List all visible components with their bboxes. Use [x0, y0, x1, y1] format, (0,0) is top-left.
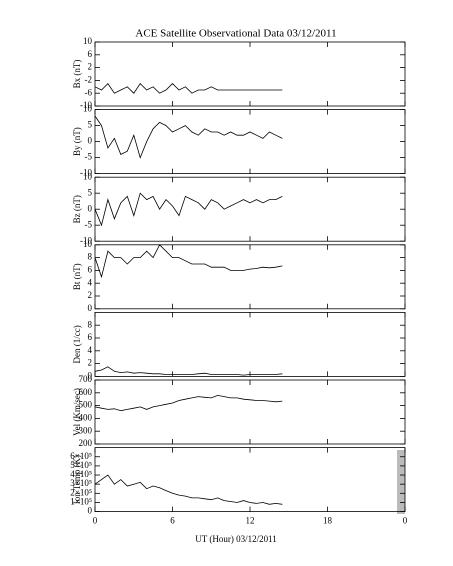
y-tick-label: 0: [88, 506, 93, 516]
panel-frame: [94, 447, 406, 513]
x-tick-label: 6: [170, 516, 175, 526]
panel-frame: [94, 41, 406, 107]
x-tick-label: 18: [323, 516, 333, 526]
y-tick-label: 2×10⁵: [70, 487, 92, 497]
y-tick-label: 0: [88, 303, 93, 313]
x-tick-label: 0: [403, 516, 408, 526]
y-tick-label: 6×10⁵: [70, 451, 92, 461]
y-tick-label: 6: [88, 264, 93, 274]
y-tick-label: 2: [88, 358, 93, 368]
data-line: [94, 366, 283, 376]
data-line: [94, 82, 283, 94]
y-tick-label: 0: [88, 370, 93, 380]
y-tick-label: 200: [79, 438, 93, 448]
y-axis-label: Bx (nT): [72, 60, 82, 89]
y-tick-label: 10: [83, 36, 93, 46]
y-axis-label: By (nT): [72, 127, 82, 156]
data-line: [94, 192, 283, 227]
y-tick-label: 400: [79, 412, 93, 422]
y-tick-label: 4×10⁵: [70, 469, 92, 479]
x-axis-label: UT (Hour) 03/12/2011: [195, 534, 277, 544]
y-axis-label: Vel (Km/sec): [72, 388, 82, 436]
y-tick-label: 4: [88, 345, 93, 355]
panel-frame: [94, 176, 406, 242]
y-axis-label: Ion Temp (K): [72, 455, 82, 504]
y-tick-label: 8: [88, 319, 93, 329]
panel-frame: [94, 379, 406, 445]
y-tick-label: 0: [88, 203, 93, 213]
y-tick-label: 6: [88, 332, 93, 342]
y-tick-label: 600: [79, 387, 93, 397]
y-tick-label: 3×10⁵: [70, 478, 92, 488]
y-tick-label: 10: [83, 104, 93, 114]
y-tick-label: -5: [85, 219, 93, 229]
y-tick-label: -10: [80, 168, 92, 178]
y-axis-label: Den (1/cc): [72, 325, 82, 363]
y-tick-label: 10: [83, 171, 93, 181]
data-line: [94, 394, 283, 412]
y-tick-label: 0: [88, 136, 93, 146]
y-tick-label: -2: [85, 74, 93, 84]
y-tick-label: 4: [88, 277, 93, 287]
y-tick-label: -5: [85, 152, 93, 162]
y-tick-label: 2: [88, 62, 93, 72]
panel-frame: [94, 109, 406, 174]
y-tick-label: -10: [80, 235, 92, 245]
data-line: [94, 474, 283, 505]
x-tick-label: 12: [246, 516, 255, 526]
y-tick-label: 300: [79, 425, 93, 435]
data-line: [94, 244, 283, 279]
y-tick-label: -6: [85, 87, 93, 97]
y-tick-label: 8: [88, 252, 93, 262]
y-tick-label: 2: [88, 290, 93, 300]
panel-frame: [94, 311, 406, 377]
y-tick-label: 1×10⁵: [70, 497, 92, 507]
data-gap-shade: [397, 450, 405, 514]
x-tick-label: 0: [93, 516, 98, 526]
y-tick-label: 700: [79, 374, 93, 384]
y-tick-label: 10: [83, 239, 93, 249]
y-tick-label: 500: [79, 400, 93, 410]
data-line: [94, 115, 283, 159]
y-axis-label: Bt (nT): [72, 263, 82, 290]
y-tick-label: 5: [88, 120, 93, 130]
y-tick-label: -10: [80, 100, 92, 110]
y-tick-label: 6: [88, 49, 93, 59]
y-tick-label: 5×10⁵: [70, 460, 92, 470]
y-tick-label: 5: [88, 187, 93, 197]
y-axis-label: Bz (nT): [72, 195, 82, 223]
chart-title: ACE Satellite Observational Data 03/12/2…: [135, 28, 336, 40]
panel-frame: [94, 244, 406, 310]
